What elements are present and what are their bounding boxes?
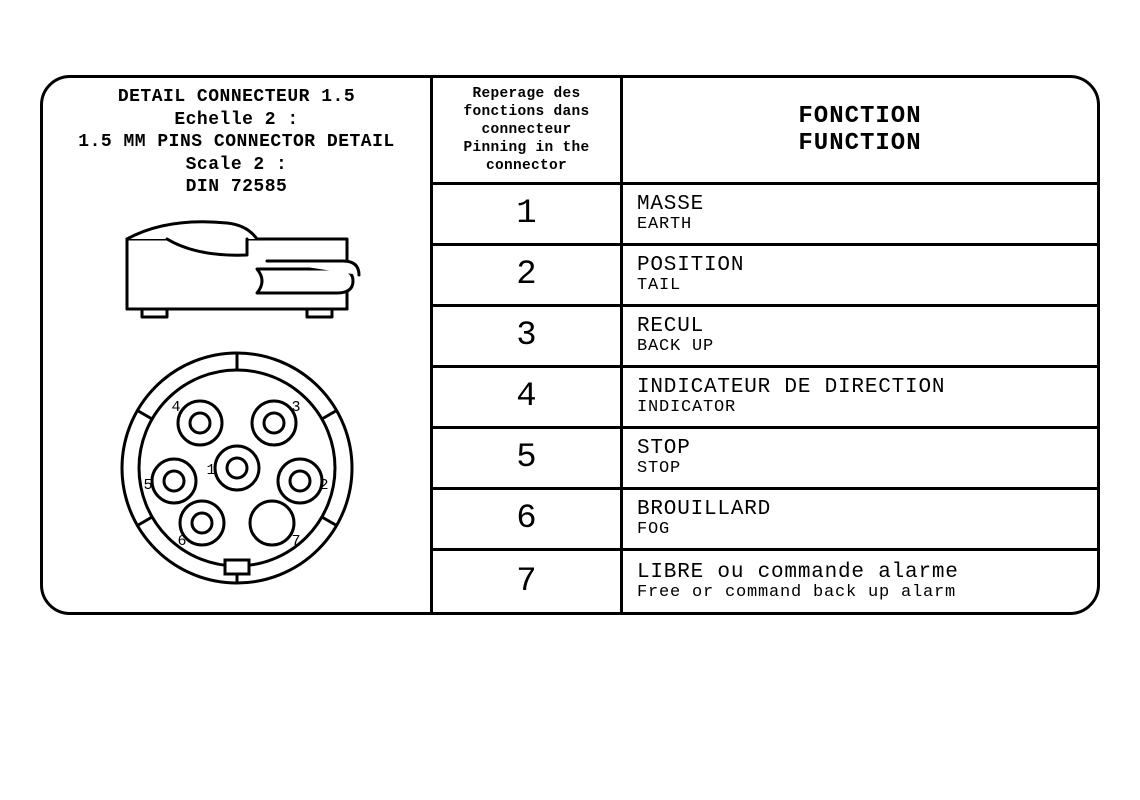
title-line-3: 1.5 MM PINS CONNECTOR DETAIL [78,131,394,154]
function-cell: BROUILLARDFOG [623,490,1097,548]
pin-cell: 2 [433,246,623,304]
function-fr: POSITION [637,255,1083,277]
table-row: 5STOPSTOP [433,429,1097,490]
function-cell: RECULBACK UP [623,307,1097,365]
table-row: 7LIBRE ou commande alarmeFree or command… [433,551,1097,612]
title-line-2: Echelle 2 : [78,109,394,132]
left-panel: DETAIL CONNECTEUR 1.5 Echelle 2 : 1.5 MM… [43,78,433,612]
header-pin-cell: Reperage des fonctions dans connecteur P… [433,78,623,182]
left-title-block: DETAIL CONNECTEUR 1.5 Echelle 2 : 1.5 MM… [78,86,394,199]
svg-text:1: 1 [206,462,215,479]
diagram-area: 1 2 3 4 5 6 7 [53,209,420,603]
header-func-en: FUNCTION [798,130,921,157]
pin-cell: 7 [433,551,623,612]
function-fr: RECUL [637,316,1083,338]
connector-face-view-icon: 1 2 3 4 5 6 7 [112,343,362,593]
svg-text:6: 6 [177,533,186,550]
svg-text:7: 7 [291,533,300,550]
svg-text:5: 5 [143,477,152,494]
function-en: INDICATOR [637,399,1083,417]
table-body: 1MASSEEARTH2POSITIONTAIL3RECULBACK UP4IN… [433,185,1097,612]
function-en: TAIL [637,277,1083,295]
table-row: 1MASSEEARTH [433,185,1097,246]
function-fr: LIBRE ou commande alarme [637,562,1083,584]
diagram-frame: DETAIL CONNECTEUR 1.5 Echelle 2 : 1.5 MM… [40,75,1100,615]
header-pin-fr: Reperage des fonctions dans connecteur [463,86,589,138]
svg-text:3: 3 [291,399,300,416]
table-row: 3RECULBACK UP [433,307,1097,368]
function-cell: MASSEEARTH [623,185,1097,243]
function-cell: LIBRE ou commande alarmeFree or command … [623,551,1097,612]
function-en: Free or command back up alarm [637,584,1083,602]
pin-cell: 3 [433,307,623,365]
header-func-fr: FONCTION [798,103,921,130]
table-row: 2POSITIONTAIL [433,246,1097,307]
pin-cell: 5 [433,429,623,487]
connector-side-view-icon [107,209,367,329]
svg-text:4: 4 [171,399,180,416]
function-fr: STOP [637,438,1083,460]
header-pin-text: Reperage des fonctions dans connecteur P… [439,85,614,176]
function-fr: INDICATEUR DE DIRECTION [637,377,1083,399]
function-cell: STOPSTOP [623,429,1097,487]
table-header-row: Reperage des fonctions dans connecteur P… [433,78,1097,185]
title-line-1: DETAIL CONNECTEUR 1.5 [78,86,394,109]
function-en: FOG [637,521,1083,539]
svg-text:2: 2 [319,477,328,494]
function-fr: MASSE [637,194,1083,216]
title-line-5: DIN 72585 [78,176,394,199]
header-func-cell: FONCTION FUNCTION [623,78,1097,182]
function-en: EARTH [637,216,1083,234]
header-pin-en: Pinning in the connector [463,140,589,174]
function-cell: INDICATEUR DE DIRECTIONINDICATOR [623,368,1097,426]
function-cell: POSITIONTAIL [623,246,1097,304]
function-en: STOP [637,460,1083,478]
function-en: BACK UP [637,338,1083,356]
pin-cell: 6 [433,490,623,548]
right-panel: Reperage des fonctions dans connecteur P… [433,78,1097,612]
title-line-4: Scale 2 : [78,154,394,177]
function-fr: BROUILLARD [637,499,1083,521]
pin-cell: 1 [433,185,623,243]
pin-cell: 4 [433,368,623,426]
table-row: 4INDICATEUR DE DIRECTIONINDICATOR [433,368,1097,429]
table-row: 6BROUILLARDFOG [433,490,1097,551]
